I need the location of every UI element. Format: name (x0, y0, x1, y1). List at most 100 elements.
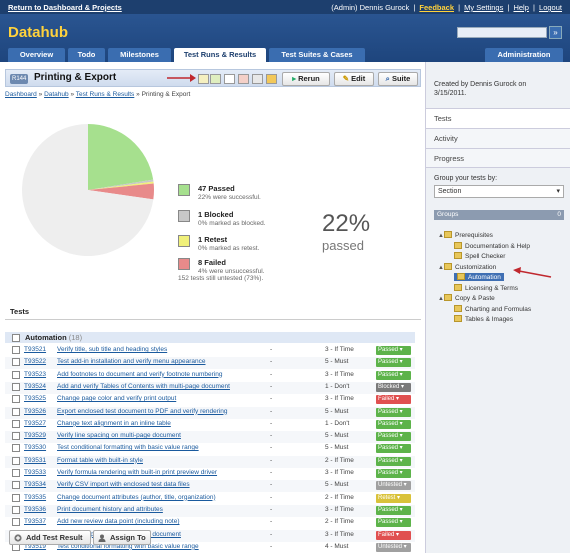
test-title-link[interactable]: Verify line spacing on multi-page docume… (57, 432, 181, 440)
test-title-link[interactable]: Format table with built-in style (57, 456, 143, 464)
group-select-checkbox[interactable] (12, 334, 20, 342)
row-checkbox[interactable] (12, 481, 20, 490)
status-dropdown[interactable]: Passed ▾ (376, 469, 411, 478)
test-title-link[interactable]: Print document history and attributes (57, 505, 163, 513)
test-id-link[interactable]: T93534 (24, 481, 47, 489)
add-test-result-button[interactable]: Add Test Result (9, 530, 91, 545)
status-dropdown[interactable]: Passed ▾ (376, 346, 411, 355)
row-checkbox[interactable] (12, 432, 20, 441)
group-tree-item[interactable]: ▲ Customization (438, 262, 497, 271)
test-title-link[interactable]: Verify title, sub title and heading styl… (57, 346, 168, 353)
status-dropdown[interactable]: Passed ▾ (376, 505, 411, 515)
assign-to-button[interactable]: Assign To (93, 530, 151, 545)
group-tree-item[interactable]: Licensing & Terms (454, 283, 518, 292)
search-button[interactable]: » (549, 26, 562, 39)
row-checkbox[interactable] (12, 469, 20, 477)
test-title-link[interactable]: Test conditional formatting with basic v… (57, 444, 199, 452)
row-checkbox[interactable] (12, 370, 20, 379)
test-title-link[interactable]: Test conditional formatting with basic v… (57, 542, 199, 550)
sidebar-tab-activity[interactable]: Activity (426, 128, 570, 148)
test-id-link[interactable]: T93530 (24, 444, 47, 452)
status-dropdown[interactable]: Passed ▾ (376, 370, 411, 380)
sidebar-tab-progress[interactable]: Progress (426, 148, 570, 168)
row-checkbox[interactable] (12, 395, 20, 404)
test-id-link[interactable]: T93525 (24, 395, 47, 403)
my-settings-link[interactable]: My Settings (464, 3, 504, 12)
group-tree-item[interactable]: ▲ Copy & Paste (438, 294, 495, 302)
test-title-link[interactable]: Change document attributes (author, titl… (57, 493, 216, 501)
status-dropdown[interactable]: Blocked ▾ (376, 382, 411, 392)
breadcrumb-project[interactable]: Datahub (44, 91, 69, 98)
test-title-link[interactable]: Add footnotes to document and verify foo… (57, 370, 223, 378)
group-by-select[interactable]: Section ▾ (434, 185, 564, 198)
row-checkbox[interactable] (12, 493, 20, 502)
tab-test-runs[interactable]: Test Runs & Results (174, 48, 266, 62)
close-run-icon[interactable] (238, 74, 249, 84)
test-title-link[interactable]: Change page color and verify print outpu… (57, 395, 177, 403)
test-title-link[interactable]: Add and verify Tables of Contents with m… (57, 382, 230, 390)
expand-toggle-icon[interactable]: ▲ (438, 233, 444, 239)
return-link[interactable]: Return to Dashboard & Projects (8, 3, 122, 12)
test-id-link[interactable]: T93522 (24, 358, 47, 366)
test-id-link[interactable]: T93533 (24, 469, 47, 476)
suite-button[interactable]: ⌕ Suite (378, 72, 418, 86)
status-dropdown[interactable]: Passed ▾ (376, 456, 411, 466)
test-title-link[interactable]: Test add-in installation and verify menu… (57, 358, 206, 366)
rerun-button[interactable]: ▸ Rerun (282, 72, 330, 86)
row-checkbox[interactable] (12, 382, 20, 391)
status-dropdown[interactable]: Passed ▾ (376, 358, 411, 368)
row-checkbox[interactable] (12, 419, 20, 428)
sidebar-tab-tests[interactable]: Tests (426, 108, 570, 128)
status-dropdown[interactable]: Failed ▾ (376, 530, 411, 540)
row-checkbox[interactable] (12, 505, 20, 514)
feedback-link[interactable]: Feedback (419, 3, 454, 12)
status-dropdown[interactable]: Passed ▾ (376, 432, 411, 442)
tab-todo[interactable]: Todo (68, 48, 105, 62)
group-tree-item[interactable]: Tables & Images (454, 315, 513, 323)
help-link[interactable]: Help (513, 3, 529, 12)
logout-link[interactable]: Logout (539, 3, 562, 12)
breadcrumb-dashboard[interactable]: Dashboard (5, 91, 37, 98)
test-id-link[interactable]: T93524 (24, 382, 47, 390)
test-id-link[interactable]: T93536 (24, 505, 47, 513)
test-id-link[interactable]: T93526 (24, 407, 47, 415)
test-title-link[interactable]: Export enclosed test document to PDF and… (57, 407, 228, 415)
test-id-link[interactable]: T93531 (24, 456, 47, 464)
group-tree-item[interactable]: ▲ Prerequisites (438, 231, 493, 239)
status-dropdown[interactable]: Passed ▾ (376, 518, 411, 528)
expand-toggle-icon[interactable]: ▲ (438, 296, 444, 302)
chart-icon[interactable] (210, 74, 221, 84)
row-checkbox[interactable] (12, 358, 20, 367)
group-tree-item[interactable]: Charting and Formulas (454, 304, 531, 313)
status-dropdown[interactable]: Passed ▾ (376, 407, 411, 417)
test-id-link[interactable]: T93537 (24, 518, 47, 526)
test-title-link[interactable]: Add new review data point (including not… (57, 518, 180, 526)
test-title-link[interactable]: Verify formula rendering with built-in p… (57, 469, 218, 476)
test-id-link[interactable]: T93535 (24, 493, 47, 501)
row-checkbox[interactable] (12, 518, 20, 527)
print-icon[interactable] (252, 74, 263, 84)
expand-toggle-icon[interactable]: ▲ (438, 264, 444, 271)
tab-overview[interactable]: Overview (8, 48, 65, 62)
test-title-link[interactable]: Change text alignment in an inline table (57, 419, 171, 427)
edit-button[interactable]: ✎ Edit (334, 72, 374, 86)
test-id-link[interactable]: T93521 (24, 346, 47, 353)
search-input[interactable] (457, 27, 547, 38)
group-tree-item[interactable]: Spell Checker (454, 252, 505, 260)
status-dropdown[interactable]: Passed ▾ (376, 444, 411, 454)
lock-icon[interactable] (266, 74, 277, 84)
row-checkbox[interactable] (12, 346, 20, 354)
tab-milestones[interactable]: Milestones (108, 48, 171, 62)
status-dropdown[interactable]: Untested ▾ (376, 542, 411, 552)
status-dropdown[interactable]: Retest ▾ (376, 493, 411, 503)
test-title-link[interactable]: Verify CSV import with enclosed test dat… (57, 481, 190, 489)
test-id-link[interactable]: T93529 (24, 432, 47, 440)
tab-administration[interactable]: Administration (485, 48, 563, 62)
email-icon[interactable] (224, 74, 235, 84)
test-id-link[interactable]: T93527 (24, 419, 47, 427)
group-tree-item[interactable]: Documentation & Help (454, 241, 530, 250)
row-checkbox[interactable] (12, 444, 20, 453)
status-dropdown[interactable]: Passed ▾ (376, 419, 411, 429)
group-tree-item[interactable]: Automation (454, 273, 504, 281)
test-id-link[interactable]: T93523 (24, 370, 47, 378)
